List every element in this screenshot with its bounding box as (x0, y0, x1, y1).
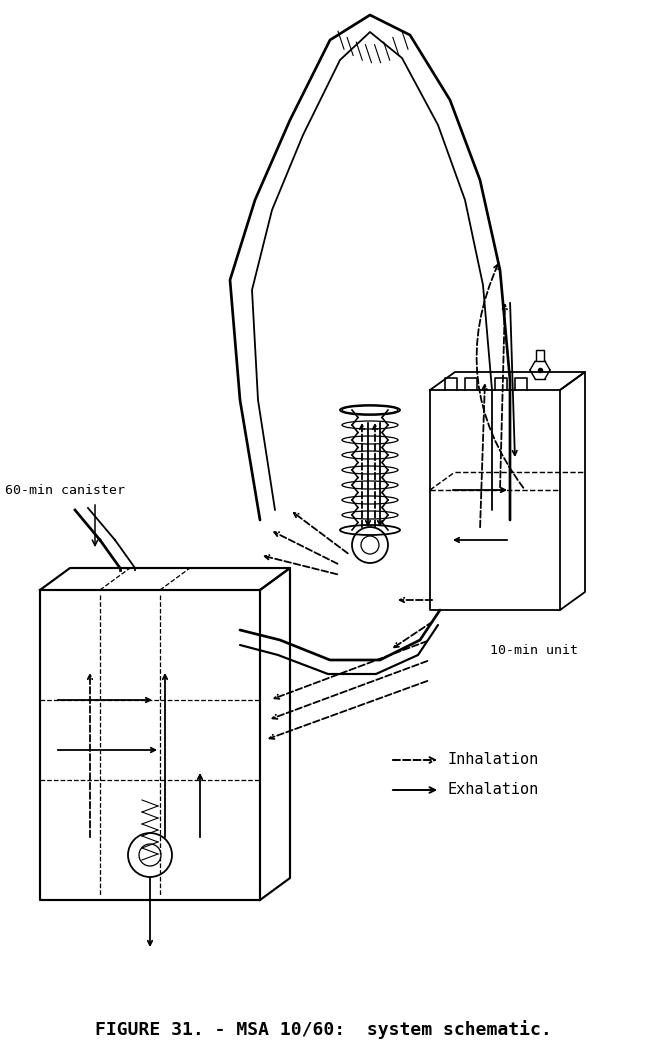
Text: Inhalation: Inhalation (448, 752, 539, 767)
Text: Exhalation: Exhalation (448, 783, 539, 798)
Text: FIGURE 31. - MSA 10/60:  system schematic.: FIGURE 31. - MSA 10/60: system schematic… (94, 1021, 551, 1040)
Text: 10-min unit: 10-min unit (490, 643, 578, 657)
Text: 60-min canister: 60-min canister (5, 484, 125, 496)
